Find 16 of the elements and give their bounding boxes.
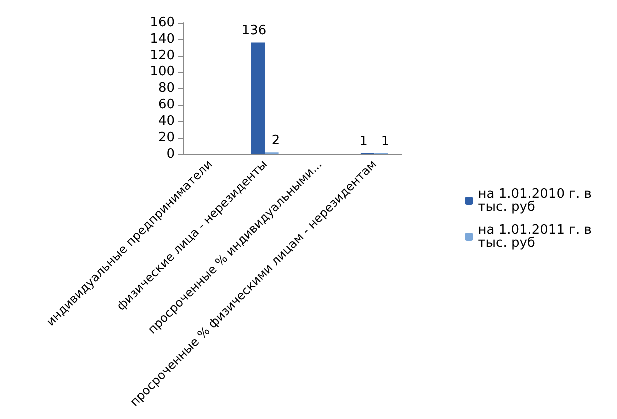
y-tick-label: 60 — [158, 98, 175, 113]
data-label: 1 — [360, 134, 368, 150]
data-label: 136 — [242, 24, 267, 39]
y-tick-label: 120 — [150, 48, 175, 64]
y-tick-label: 160 — [150, 16, 175, 30]
y-tick-label: 140 — [150, 32, 175, 47]
y-tick-label: 20 — [158, 130, 175, 146]
y-tick-label: 40 — [158, 114, 175, 129]
data-label: 2 — [272, 134, 280, 149]
y-tick-label: 0 — [166, 146, 175, 162]
legend-label: на 1.01.2010 г. в тыс. руб — [478, 187, 596, 215]
data-label: 1 — [381, 134, 390, 150]
bar — [251, 42, 266, 154]
legend-label: на 1.01.2011 г. в тыс. руб — [478, 223, 596, 251]
y-tick-label: 100 — [150, 64, 175, 80]
y-tick-label: 80 — [158, 81, 175, 96]
